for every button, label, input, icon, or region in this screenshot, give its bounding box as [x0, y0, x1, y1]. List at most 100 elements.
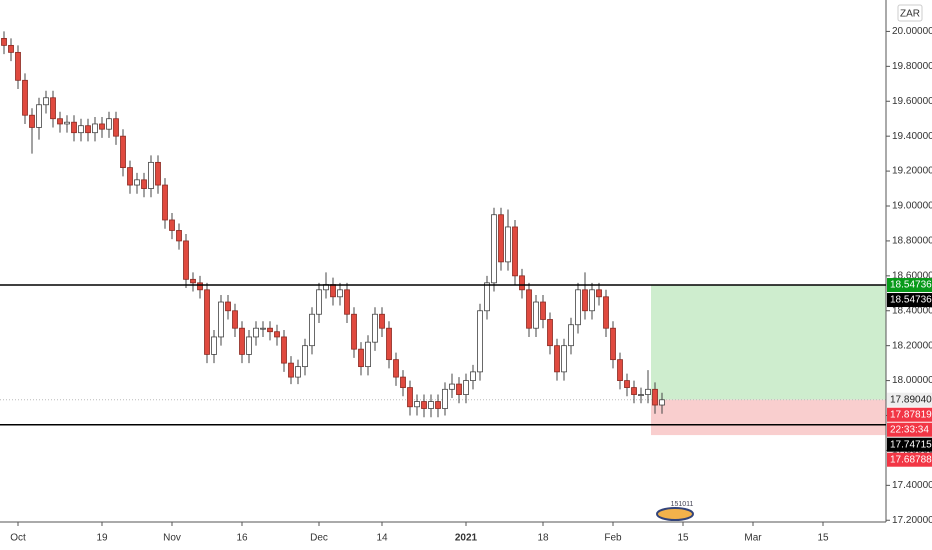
- watermark: 151011: [671, 501, 694, 508]
- candle-body: [463, 380, 469, 395]
- candle-body: [505, 226, 511, 263]
- candle-body: [330, 284, 336, 298]
- y-tick-label: 18.60000: [892, 270, 932, 281]
- price-label-box: [887, 293, 932, 308]
- candle-body: [498, 214, 504, 263]
- candle-body: [281, 336, 287, 364]
- candle-body: [302, 345, 308, 368]
- x-tick-label: 2021: [455, 533, 478, 544]
- candle-body: [232, 310, 238, 329]
- x-tick-label: Mar: [744, 533, 762, 544]
- candle-body: [386, 327, 392, 361]
- candle-body: [561, 345, 567, 373]
- candle-body: [274, 331, 280, 338]
- stop-zone: [651, 399, 886, 436]
- candle-body: [99, 123, 105, 130]
- candle-body: [554, 345, 560, 373]
- candle-body: [358, 348, 364, 368]
- price-label: 18.54736: [890, 280, 932, 291]
- candle-body: [78, 125, 84, 134]
- candle-body: [519, 275, 525, 291]
- x-tick-label: Oct: [10, 533, 26, 544]
- candle-body: [652, 388, 658, 406]
- candle-body: [456, 383, 462, 395]
- candle-body: [141, 179, 147, 189]
- currency-box[interactable]: [897, 4, 923, 22]
- y-tick-label: 18.00000: [892, 375, 932, 386]
- candle-body: [190, 278, 196, 284]
- candle-body: [183, 240, 189, 280]
- price-label: 17.68788: [890, 454, 932, 465]
- candle-body: [491, 214, 497, 284]
- x-tick-label: 16: [236, 533, 248, 544]
- x-tick-label: 14: [376, 533, 388, 544]
- price-label: 17.87819: [890, 409, 932, 420]
- y-tick-label: 18.20000: [892, 340, 932, 351]
- candle-body: [526, 289, 532, 329]
- candle-body: [50, 97, 56, 120]
- candle-body: [225, 301, 231, 312]
- x-tick-label: 15: [677, 533, 689, 544]
- candle-body: [211, 336, 217, 355]
- x-tick-label: Feb: [604, 533, 622, 544]
- candle-body: [1, 38, 7, 46]
- candle-body: [645, 388, 651, 395]
- candle-body: [547, 319, 553, 347]
- candle-body: [617, 359, 623, 381]
- candle-body: [127, 167, 133, 186]
- y-tick-label: 19.80000: [892, 61, 932, 72]
- candle-body: [22, 79, 28, 116]
- candle-body: [57, 118, 63, 125]
- candle-body: [162, 184, 168, 221]
- candle-body: [309, 313, 315, 347]
- candle-body: [512, 226, 518, 277]
- candle-body: [64, 121, 70, 125]
- y-tick-label: 19.40000: [892, 131, 932, 142]
- candle-body: [176, 230, 182, 242]
- candle-body: [337, 289, 343, 298]
- candle-body: [407, 387, 413, 408]
- candle-body: [393, 359, 399, 378]
- candle-body: [239, 327, 245, 355]
- candle-body: [484, 282, 490, 312]
- candle-body: [603, 296, 609, 329]
- candle-body: [253, 327, 259, 338]
- y-tick-label: 18.80000: [892, 236, 932, 247]
- price-label: 17.89040: [890, 394, 932, 405]
- candle-body: [246, 336, 252, 355]
- candle-body: [379, 313, 385, 329]
- candle-body: [610, 327, 616, 361]
- y-tick-label: 17.40000: [892, 480, 932, 491]
- candle-body: [533, 301, 539, 329]
- y-tick-label: 19.00000: [892, 201, 932, 212]
- candle-body: [449, 383, 455, 390]
- candle-body: [589, 289, 595, 312]
- candle-body: [414, 401, 420, 408]
- y-tick-label: 19.60000: [892, 96, 932, 107]
- x-tick-label: Nov: [163, 533, 181, 544]
- candle-body: [155, 161, 161, 186]
- y-tick-label: 18.40000: [892, 305, 932, 316]
- candle-body: [624, 380, 630, 388]
- candle-body: [596, 289, 602, 298]
- currency[interactable]: ZAR: [900, 9, 920, 20]
- x-tick-label: 15: [817, 533, 829, 544]
- candle-body: [169, 219, 175, 231]
- candle-body: [568, 324, 574, 347]
- x-tick-label: 18: [537, 533, 549, 544]
- price-label-box: [887, 278, 932, 293]
- candle-body: [288, 362, 294, 378]
- candle-body: [134, 179, 140, 186]
- watermark-logo: [656, 507, 694, 521]
- x-tick-label: 19: [96, 533, 108, 544]
- candle-body: [442, 388, 448, 409]
- candle-body: [120, 135, 126, 168]
- candle-body: [295, 366, 301, 378]
- candle-body: [477, 310, 483, 373]
- candle-body: [204, 289, 210, 355]
- price-label-box: [887, 407, 932, 422]
- candle-body: [638, 394, 644, 396]
- candle-body: [575, 289, 581, 326]
- candle-body: [260, 327, 266, 330]
